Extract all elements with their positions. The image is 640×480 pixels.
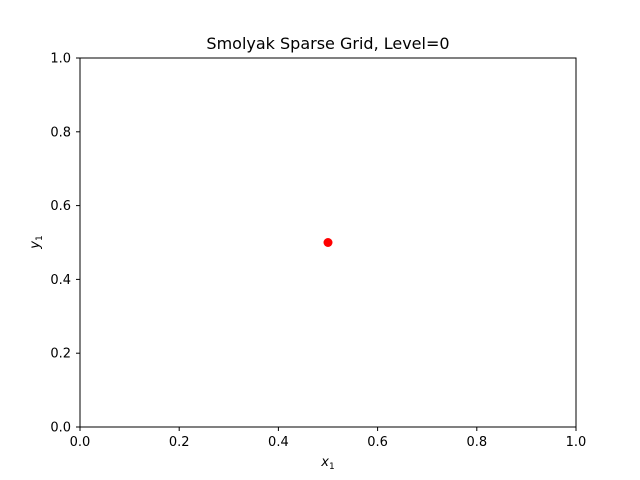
x-tick-label: 1.0	[566, 435, 587, 450]
y-tick-label: 0.6	[50, 199, 71, 214]
x-tick-label: 0.6	[367, 435, 388, 450]
y-tick-label: 0.0	[50, 421, 71, 436]
y-axis-label: y1	[28, 235, 45, 249]
y-axis-label-main: y	[28, 241, 43, 250]
x-axis-label-subscript: 1	[329, 462, 335, 472]
y-axis-ticks: 0.0 0.2 0.4 0.6 0.8 1.0	[50, 52, 80, 436]
y-tick-label: 0.2	[50, 347, 71, 362]
plot-frame	[79, 57, 577, 428]
x-tick-label: 0.8	[466, 435, 487, 450]
y-axis-label-subscript: 1	[35, 235, 45, 241]
x-axis-label-main: x	[320, 455, 329, 470]
y-tick-label: 0.8	[50, 125, 71, 140]
y-tick-label: 1.0	[50, 52, 71, 67]
y-tick-label: 0.4	[50, 273, 71, 288]
x-tick-label: 0.2	[169, 435, 190, 450]
chart-title: Smolyak Sparse Grid, Level=0	[206, 34, 449, 53]
data-point	[323, 238, 333, 247]
x-tick-label: 0.0	[70, 435, 91, 450]
x-axis-label: x1	[320, 455, 334, 472]
data-points	[323, 238, 333, 247]
x-axis-ticks: 0.0 0.2 0.4 0.6 0.8 1.0	[70, 427, 587, 450]
x-tick-label: 0.4	[268, 435, 289, 450]
